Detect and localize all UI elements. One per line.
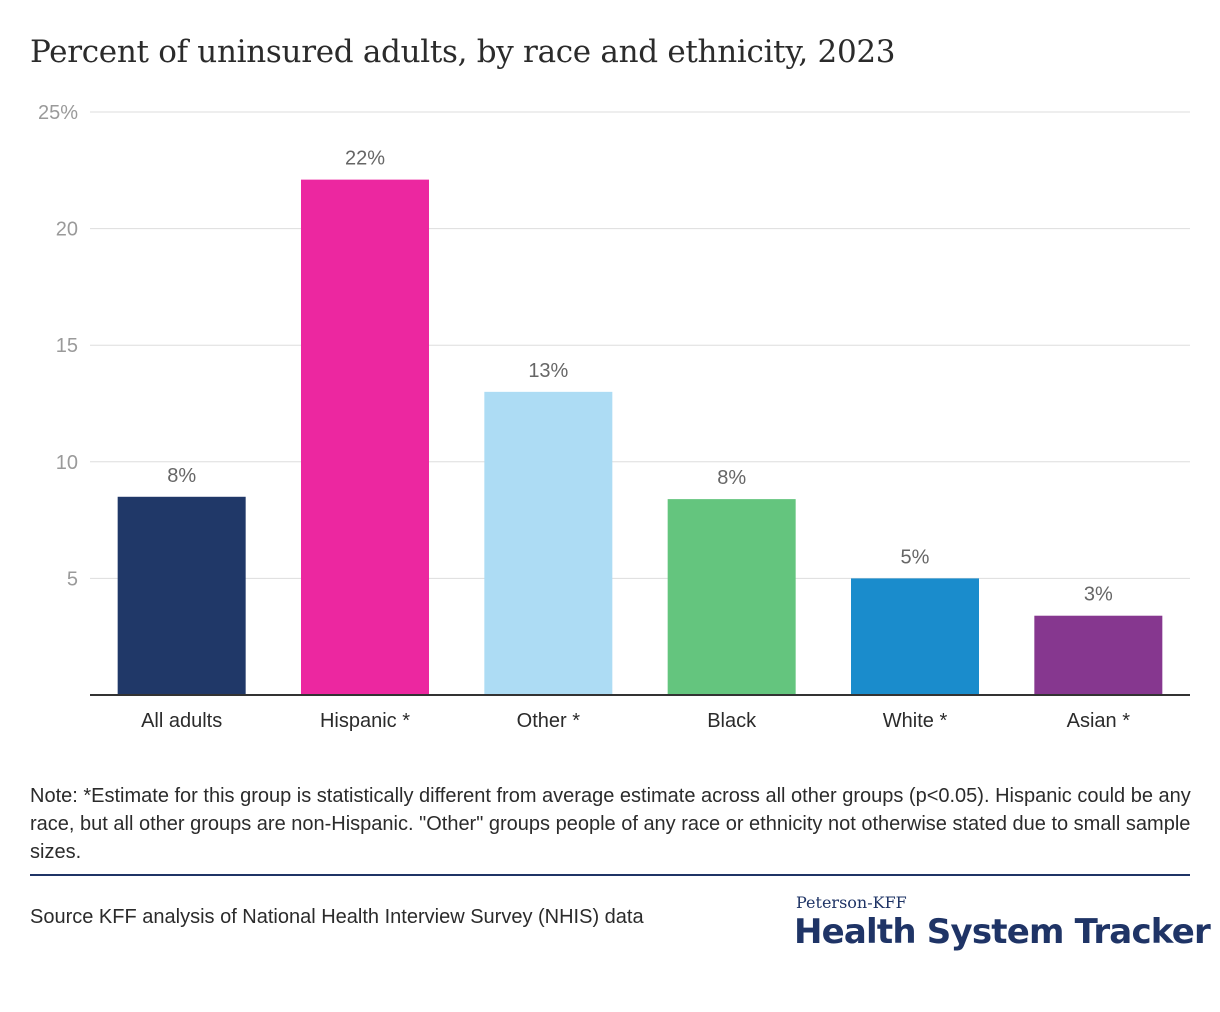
bars xyxy=(117,179,1163,696)
data-label: 8% xyxy=(167,465,196,487)
chart-note: Note: *Estimate for this group is statis… xyxy=(30,785,1191,863)
brand-logo: Health System Tracker xyxy=(794,912,1211,952)
bar xyxy=(1034,615,1163,695)
y-tick-label: 25% xyxy=(38,102,78,124)
data-label: 5% xyxy=(901,546,930,568)
y-tick-label: 10 xyxy=(56,452,78,474)
chart-title: Percent of uninsured adults, by race and… xyxy=(30,34,896,70)
data-label: 8% xyxy=(717,467,746,489)
y-tick-label: 5 xyxy=(67,568,78,590)
x-tick-label: Other * xyxy=(517,710,581,732)
footer-divider xyxy=(30,874,1190,876)
y-axis-ticks: 5 10 15 20 25% xyxy=(38,102,78,590)
gridlines xyxy=(90,111,1190,579)
x-tick-label: Black xyxy=(707,710,757,732)
bar-chart: 5 10 15 20 25% 8% 22% 13% 8% 5% 3% All adults Hisp… xyxy=(38,102,1190,732)
bar xyxy=(301,179,429,696)
bar xyxy=(667,499,796,695)
source-text: Source KFF analysis of National Health I… xyxy=(30,906,644,928)
bar xyxy=(484,391,613,695)
x-tick-label: White * xyxy=(883,710,948,732)
data-label: 22% xyxy=(345,148,385,170)
data-labels: 8% 22% 13% 8% 5% 3% xyxy=(167,148,1113,606)
x-tick-label: All adults xyxy=(141,710,222,732)
x-tick-label: Hispanic * xyxy=(320,710,410,732)
data-label: 3% xyxy=(1084,584,1113,606)
brand-name-small: Peterson-KFF xyxy=(796,893,907,912)
y-tick-label: 20 xyxy=(56,219,78,241)
x-axis-ticks: All adults Hispanic * Other * Black White * A… xyxy=(141,710,1130,732)
data-label: 13% xyxy=(528,360,568,382)
x-tick-label: Asian * xyxy=(1067,710,1131,732)
bar xyxy=(117,496,246,695)
y-tick-label: 15 xyxy=(56,335,78,357)
bar xyxy=(851,578,979,695)
